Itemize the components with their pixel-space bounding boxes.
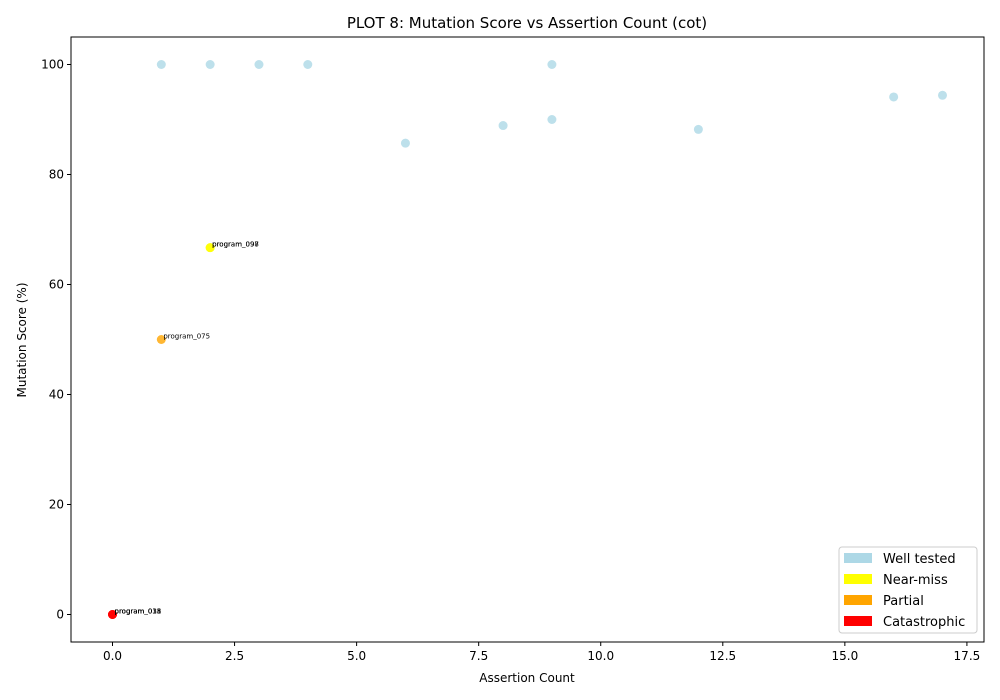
y-tick-label: 40 (49, 388, 64, 402)
legend-label: Partial (883, 594, 924, 609)
x-tick-label: 0.0 (103, 649, 122, 663)
x-axis-label: Assertion Count (479, 671, 575, 685)
point-label: program_031 (115, 608, 162, 616)
data-point (547, 60, 557, 69)
data-point (156, 335, 166, 344)
data-point (205, 60, 215, 69)
legend-label: Near-miss (883, 573, 948, 588)
points-layer (108, 60, 947, 619)
x-tick-label: 12.5 (709, 649, 736, 663)
point-label: program_035 (115, 608, 162, 616)
chart-title: PLOT 8: Mutation Score vs Assertion Coun… (347, 14, 707, 32)
data-point (693, 124, 703, 134)
data-point (400, 138, 410, 148)
data-point (156, 60, 166, 69)
legend-label: Well tested (883, 552, 956, 567)
x-axis: 0.0 2.5 5.0 7.5 10.0 12.5 15.0 17.5 (103, 642, 980, 663)
y-axis-label: Mutation Score (%) (15, 282, 29, 397)
legend-swatch (844, 553, 872, 563)
data-point (303, 60, 313, 69)
data-point (938, 90, 947, 100)
data-point (205, 243, 215, 253)
point-label: program_097 (212, 241, 259, 249)
x-tick-label: 5.0 (347, 649, 366, 663)
y-tick-label: 0 (56, 608, 64, 622)
legend-label: Catastrophic (883, 615, 965, 630)
data-point (254, 60, 264, 69)
point-label: program_098 (212, 241, 259, 249)
data-point (108, 610, 117, 619)
legend-frame (838, 546, 978, 634)
x-tick-label: 15.0 (831, 649, 858, 663)
plot-frame (70, 36, 985, 643)
legend: Well tested Near-miss Partial Catastrophic (838, 546, 978, 634)
legend-swatch (844, 574, 872, 584)
y-tick-label: 20 (49, 498, 64, 512)
x-tick-label: 7.5 (469, 649, 488, 663)
y-tick-label: 60 (49, 278, 64, 292)
point-label: program_075 (163, 333, 210, 341)
x-tick-label: 10.0 (587, 649, 614, 663)
data-point (889, 92, 899, 102)
point-label: program_018 (115, 608, 162, 616)
data-point (498, 121, 508, 131)
legend-swatch (844, 595, 872, 605)
y-tick-label: 100 (41, 58, 64, 72)
data-point (547, 115, 557, 124)
y-tick-label: 80 (49, 168, 64, 182)
x-tick-label: 2.5 (225, 649, 244, 663)
legend-swatch (844, 616, 872, 626)
y-axis: 0 20 40 60 80 100 (41, 58, 71, 622)
x-tick-label: 17.5 (954, 649, 981, 663)
